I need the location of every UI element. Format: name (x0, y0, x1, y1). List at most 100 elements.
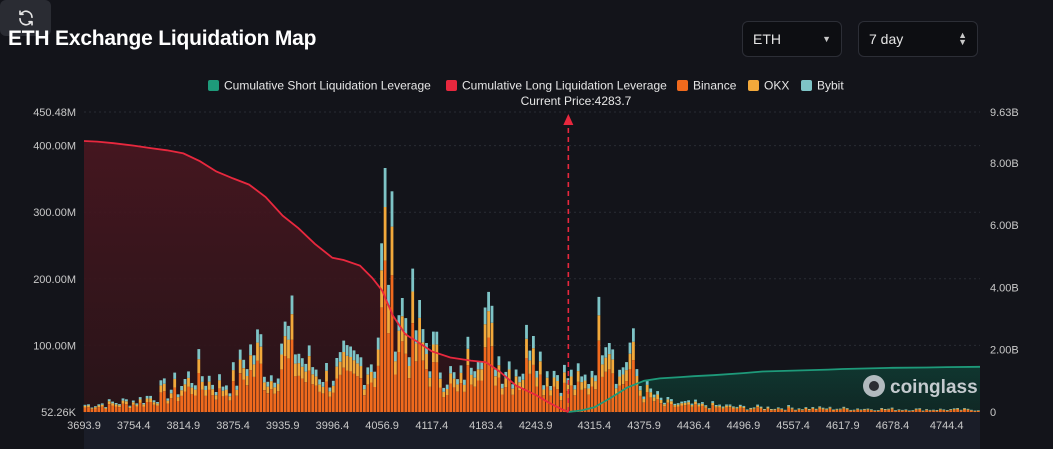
okx-bar (632, 341, 635, 361)
okx-bar (166, 400, 170, 404)
binance-bar (725, 407, 728, 412)
okx-bar (711, 402, 715, 406)
binance-bar (335, 378, 339, 412)
binance-bar (311, 384, 315, 412)
bybit-bar (214, 392, 218, 396)
okx-bar (428, 377, 432, 387)
binance-bar (476, 380, 480, 412)
okx-bar (221, 390, 225, 397)
binance-bar (614, 394, 618, 412)
okx-bar (832, 409, 835, 411)
okx-bar (545, 377, 549, 387)
okx-bar (83, 406, 87, 408)
binance-bar (814, 410, 818, 412)
bybit-bar (314, 369, 318, 377)
okx-bar (235, 389, 239, 396)
binance-bar (738, 407, 742, 412)
okx-bar (118, 405, 121, 407)
binance-bar (794, 410, 797, 412)
binance-bar (445, 395, 449, 412)
bybit-bar (870, 409, 873, 410)
bybit-bar (797, 408, 801, 409)
bybit-bar (411, 268, 415, 292)
okx-bar (607, 354, 611, 370)
binance-bar (211, 395, 214, 412)
okx-bar (432, 344, 435, 363)
okx-bar (125, 401, 128, 405)
bybit-bar (928, 409, 932, 411)
bybit-bar (345, 345, 349, 356)
binance-bar (249, 370, 252, 412)
bybit-bar (352, 350, 356, 361)
bybit-bar (83, 404, 87, 406)
okx-bar (521, 379, 525, 389)
okx-bar (328, 391, 332, 397)
okx-bar (473, 377, 477, 387)
okx-bar (628, 353, 632, 369)
okx-bar (307, 356, 311, 371)
binance-bar (680, 405, 684, 412)
okx-bar (552, 377, 556, 387)
binance-bar (159, 392, 163, 412)
binance-bar (363, 395, 366, 412)
okx-bar (573, 389, 577, 396)
bybit-bar (204, 385, 208, 390)
binance-bar (297, 375, 301, 412)
okx-bar (652, 397, 656, 402)
x-tick-label: 3875.4 (216, 420, 250, 432)
legend-label: OKX (764, 79, 789, 93)
symbol-select[interactable]: ETH ▼ (742, 21, 842, 57)
okx-bar (411, 291, 415, 323)
okx-bar (690, 405, 694, 407)
okx-bar (487, 311, 490, 338)
okx-bar (559, 396, 563, 401)
bybit-bar (649, 388, 653, 393)
okx-bar (149, 398, 152, 402)
okx-bar (152, 402, 156, 405)
bybit-bar (863, 408, 866, 410)
binance-bar (532, 364, 535, 412)
binance-bar (694, 404, 697, 412)
bybit-bar (687, 400, 690, 403)
okx-bar (756, 405, 759, 408)
binance-bar (280, 369, 283, 412)
okx-bar (590, 377, 594, 387)
binance-bar (970, 410, 973, 412)
okx-bar (804, 408, 808, 410)
bybit-bar (770, 409, 773, 410)
bybit-bar (949, 409, 953, 410)
bybit-bar (87, 404, 90, 406)
bybit-bar (632, 328, 635, 342)
y-left-tick-label: 200.00M (33, 274, 76, 286)
okx-bar (442, 391, 446, 398)
binance-bar (525, 358, 528, 412)
okx-bar (421, 342, 425, 361)
bybit-bar (104, 407, 108, 408)
okx-bar (404, 333, 408, 354)
okx-bar (901, 410, 904, 411)
x-tick-label: 3996.4 (316, 420, 350, 432)
bybit-bar (432, 331, 435, 345)
bybit-bar (466, 336, 470, 349)
legend-swatch (446, 80, 457, 91)
okx-bar (349, 357, 352, 372)
okx-bar (939, 409, 942, 410)
refresh-button[interactable] (0, 0, 51, 36)
bybit-bar (97, 404, 101, 406)
binance-bar (200, 389, 204, 412)
binance-bar (356, 376, 359, 412)
period-select[interactable]: 7 day ▲ ▼ (858, 21, 978, 57)
binance-bar (180, 395, 183, 412)
binance-bar (870, 410, 873, 412)
bybit-bar (742, 405, 746, 407)
bybit-bar (449, 366, 452, 374)
legend-label: Cumulative Long Liquidation Leverage (462, 79, 667, 93)
bybit-bar (421, 329, 425, 343)
binance-bar (711, 405, 715, 412)
binance-bar (770, 410, 773, 412)
bybit-bar (856, 408, 859, 410)
okx-bar (556, 381, 559, 390)
binance-bar (473, 386, 477, 412)
bybit-bar (507, 361, 511, 370)
okx-bar (928, 410, 932, 411)
